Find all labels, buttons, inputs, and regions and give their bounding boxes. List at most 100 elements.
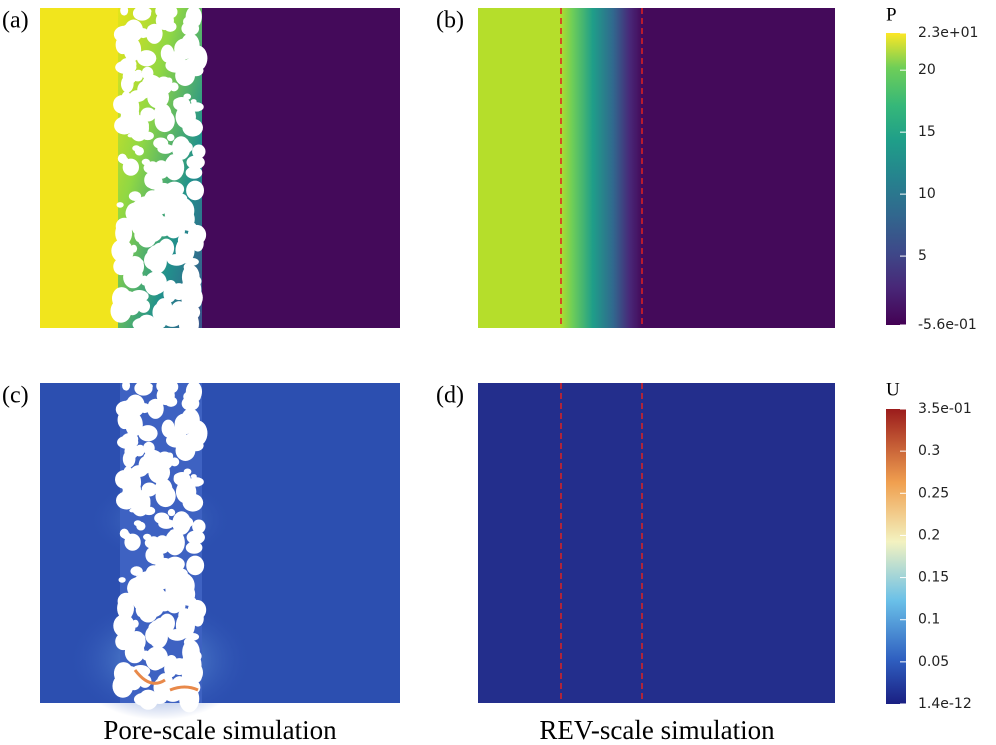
pore (165, 556, 185, 572)
pore (135, 494, 144, 504)
pore (164, 162, 178, 176)
pore (183, 468, 192, 475)
pore (164, 181, 185, 197)
colorbar-tick-label: 15 (918, 124, 936, 140)
colorbar-tick-label: 0.25 (918, 485, 949, 501)
pore (186, 555, 205, 576)
colorbar (886, 409, 906, 704)
pore (182, 596, 197, 607)
pore (168, 520, 176, 526)
pore (183, 262, 194, 272)
pore (192, 144, 206, 159)
colorbar-tick-label: 10 (918, 186, 936, 202)
pore (178, 141, 193, 153)
pore (185, 541, 203, 554)
colorbar-ticks: -5.6e-01 2.3e+01 5 10 15 20 1.4e-12 3.5e-01 0.05… (900, 25, 978, 712)
pore (169, 529, 180, 536)
colorbar-tick-label: 2.3e+01 (918, 25, 978, 41)
caption: REV-scale simulation (539, 715, 775, 745)
pore (162, 310, 183, 327)
pore (168, 154, 180, 161)
pore (186, 180, 205, 201)
pore (181, 289, 197, 310)
pore (173, 97, 191, 111)
pore (115, 221, 133, 245)
pore (113, 244, 134, 262)
pore (166, 253, 187, 266)
pore (110, 299, 132, 323)
pore (156, 298, 173, 315)
panel-label: (a) (2, 8, 29, 34)
pore (178, 516, 194, 528)
pore (166, 619, 175, 625)
pore (125, 255, 145, 278)
panel-b-inlet (478, 8, 562, 328)
pores-a (110, 4, 208, 338)
pore (134, 146, 144, 156)
pore (121, 531, 131, 540)
pore (147, 24, 160, 35)
colorbar-title: P (886, 4, 897, 25)
pore (143, 226, 152, 235)
pore (154, 168, 163, 173)
pore (134, 230, 145, 243)
pore (191, 235, 204, 252)
pore (182, 221, 197, 232)
colorbar-tick-label: 1.4e-12 (918, 696, 972, 712)
pore (137, 28, 149, 39)
pore (145, 646, 165, 671)
pore (148, 399, 161, 410)
pore (143, 441, 155, 455)
pore (163, 685, 183, 702)
pore (165, 244, 174, 250)
pore (183, 390, 201, 403)
pore (146, 565, 161, 579)
pore (122, 380, 131, 391)
pore (167, 508, 176, 517)
pore (181, 664, 197, 685)
pore (140, 275, 149, 286)
pore (144, 601, 154, 610)
pore (138, 7, 152, 16)
pore (124, 399, 133, 408)
pore (164, 587, 185, 614)
colorbar-tick-label: 20 (918, 62, 936, 78)
pore (123, 37, 142, 62)
pore (188, 477, 204, 487)
pore (180, 434, 198, 449)
pore (136, 605, 147, 618)
panel-b-porous (560, 8, 642, 328)
pore (121, 432, 139, 446)
pore (142, 650, 150, 661)
panel-label: (d) (436, 383, 464, 409)
pore (116, 202, 124, 208)
pore (141, 131, 154, 141)
colorbar-tick-label: 3.5e-01 (918, 401, 972, 417)
panel-d-field (478, 383, 835, 703)
pore (175, 105, 196, 129)
pore (177, 198, 193, 218)
pore (120, 5, 129, 16)
pore (136, 521, 146, 531)
pore (180, 687, 194, 703)
colorbar (886, 33, 906, 325)
colorbar-tick-label: 0.1 (918, 612, 940, 628)
pore (175, 480, 197, 504)
pore (148, 461, 171, 484)
pore (164, 287, 180, 299)
caption: Pore-scale simulation (103, 715, 337, 745)
pore (188, 102, 204, 112)
pore (183, 647, 198, 662)
pore (130, 566, 143, 576)
pore (144, 190, 160, 204)
pore (192, 610, 204, 627)
colorbar-tick-label: 0.3 (918, 443, 940, 459)
pore (155, 543, 164, 548)
panel-label: (b) (436, 8, 464, 34)
pore (127, 630, 146, 653)
pore (184, 42, 191, 48)
pore (138, 425, 158, 442)
pore (112, 674, 134, 698)
pore (122, 410, 129, 419)
pore (183, 637, 194, 647)
